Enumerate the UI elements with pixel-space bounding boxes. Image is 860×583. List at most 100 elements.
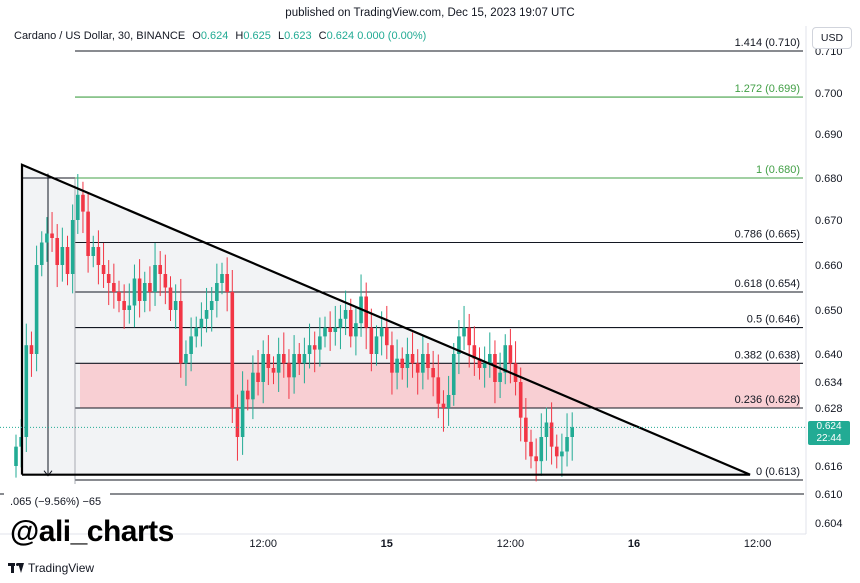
candle-body <box>45 233 49 243</box>
x-tick-label: 15 <box>381 538 393 550</box>
candle-body <box>307 345 312 354</box>
fib-label: 0.618 (0.654) <box>735 278 800 290</box>
candle-body <box>565 437 569 452</box>
candle-body <box>292 354 296 378</box>
open-label: O <box>192 30 201 42</box>
candle-body <box>163 274 168 288</box>
candle-body <box>477 358 482 368</box>
candle-body <box>91 247 96 256</box>
candle-body <box>518 382 523 418</box>
fib-label: 0.236 (0.628) <box>735 394 800 406</box>
y-tick-label: 0.710 <box>815 46 843 58</box>
candle-body <box>81 194 85 212</box>
footer-brand-text: TradingView <box>28 561 95 575</box>
footer-brand[interactable]: TradingView <box>8 561 94 575</box>
currency-button[interactable]: USD <box>812 27 852 49</box>
candle-body <box>544 422 549 437</box>
candle-body <box>106 274 111 283</box>
candle-body <box>14 446 18 466</box>
candle-body <box>127 305 132 310</box>
candle-body <box>554 446 559 457</box>
candle-body <box>405 354 410 368</box>
candle-body <box>168 287 173 310</box>
candle-body <box>539 437 544 462</box>
measure-label: .065 (−9.56%) −65 <box>10 496 101 508</box>
candle-body <box>436 377 441 404</box>
candle-body <box>184 354 188 364</box>
fib-label: 0.786 (0.665) <box>735 229 800 241</box>
candle-body <box>251 372 255 400</box>
candle-body <box>65 247 70 274</box>
candle-body <box>426 354 430 368</box>
last-price: 0.624 <box>816 421 842 432</box>
symbol-legend: Cardano / US Dollar, 30, BINANCE O 0.624 … <box>14 30 426 42</box>
candle-body <box>570 427 574 437</box>
y-tick-label: 0.690 <box>815 129 843 141</box>
candle-body <box>276 354 281 373</box>
candle-body <box>374 336 379 354</box>
candle-body <box>328 327 332 332</box>
candle-body <box>230 292 235 408</box>
candle-body <box>343 310 348 319</box>
candle-body <box>472 345 477 359</box>
candle-body <box>204 310 209 319</box>
bar-countdown: 22:44 <box>816 433 842 444</box>
candle-body <box>493 354 497 382</box>
fib-label: 0.382 (0.638) <box>735 349 800 361</box>
y-tick-label: 0.634 <box>815 377 843 389</box>
candle-body <box>215 283 219 301</box>
candle-body <box>148 283 152 292</box>
candle-body <box>142 283 147 301</box>
published-header: published on TradingView.com, Dec 15, 20… <box>285 7 575 19</box>
candle-body <box>302 354 307 364</box>
author-watermark: @ali_charts <box>10 515 174 548</box>
candle-body <box>482 363 487 368</box>
candle-body <box>338 318 343 328</box>
fib-label: 1.414 (0.710) <box>735 37 800 49</box>
candle-body <box>354 323 358 337</box>
candle-body <box>209 301 214 310</box>
candle-body <box>560 451 564 457</box>
candle-body <box>245 390 250 400</box>
candle-body <box>235 408 240 437</box>
y-tick-label: 0.650 <box>815 305 843 317</box>
y-tick-label: 0.604 <box>815 518 843 530</box>
y-tick-label: 0.616 <box>815 461 843 473</box>
candle-body <box>132 278 137 306</box>
candle-body <box>462 327 466 337</box>
close-label: C <box>318 30 327 42</box>
candle-body <box>266 354 271 368</box>
candle-body <box>76 194 80 220</box>
candle-body <box>333 327 338 332</box>
high-label: H <box>235 30 244 42</box>
candle-body <box>271 368 276 373</box>
close-value: 0.624 0.000 (0.00%) <box>326 30 427 42</box>
candle-body <box>410 354 415 364</box>
candle-body <box>513 363 518 382</box>
candle-body <box>498 372 502 382</box>
candle-body <box>431 368 435 378</box>
candle-body <box>287 363 291 378</box>
candle-body <box>446 395 451 408</box>
candle-body <box>39 242 44 265</box>
candle-body <box>122 301 126 310</box>
candle-body <box>282 354 286 364</box>
candle-body <box>256 372 260 382</box>
x-tick-label: 16 <box>628 538 640 550</box>
candle-body <box>415 363 420 373</box>
candle-body <box>173 301 178 310</box>
tradingview-logo-icon <box>8 563 24 573</box>
candle-body <box>549 422 554 447</box>
chart-area[interactable]: 1.414 (0.710) 1.272 (0.699) 1 (0.680) 0.786… <box>0 26 860 556</box>
candle-body <box>158 265 162 274</box>
candle-body <box>137 278 142 301</box>
y-tick-label: 0.610 <box>815 489 843 501</box>
candle-body <box>261 354 265 382</box>
candle-body <box>529 441 533 457</box>
measure-label-bg <box>4 492 110 509</box>
symbol-name[interactable]: Cardano / US Dollar, 30, BINANCE <box>14 30 186 42</box>
candle-body <box>369 327 374 354</box>
candle-body <box>312 345 317 350</box>
candle-body <box>503 345 508 373</box>
price-chart[interactable]: 1.414 (0.710) 1.272 (0.699) 1 (0.680) 0.786… <box>0 26 860 556</box>
